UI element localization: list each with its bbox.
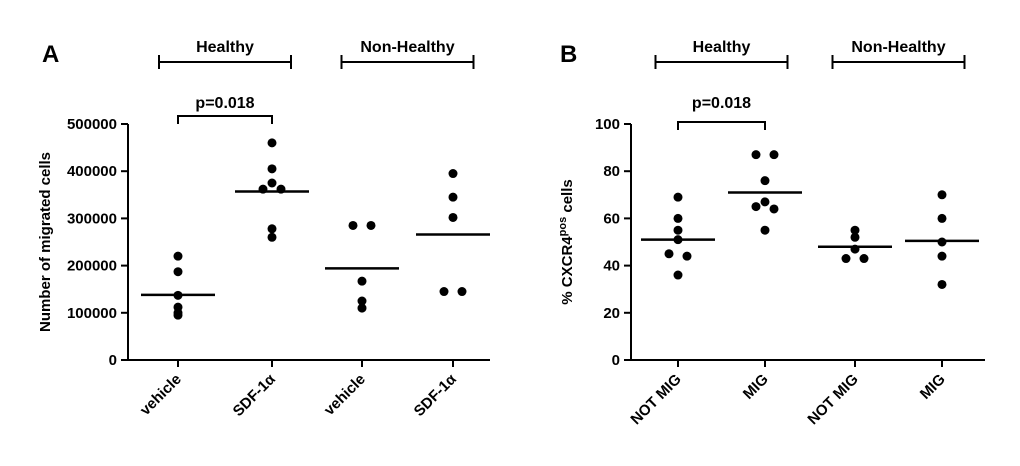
y-tick-label: 200000 xyxy=(67,258,117,275)
data-point xyxy=(267,232,277,242)
x-tick-label: MIG xyxy=(740,371,772,403)
significance-bracket xyxy=(177,115,273,124)
data-point xyxy=(682,251,692,261)
group-label: Non-Healthy xyxy=(851,39,945,56)
data-point xyxy=(850,225,860,235)
data-point xyxy=(173,251,183,261)
panel-A: A 0 100000 200000 300000 400000 500000 Number o… xyxy=(37,39,490,420)
group-label: Healthy xyxy=(693,39,751,56)
data-point xyxy=(348,220,358,230)
p-value-label: p=0.018 xyxy=(195,95,254,112)
y-tick-label: 400000 xyxy=(67,163,117,180)
data-point xyxy=(357,296,367,306)
x-tick-label: MIG xyxy=(917,371,949,403)
panel-letter: B xyxy=(560,41,577,68)
x-tick-label: NOT MIG xyxy=(804,371,861,428)
data-point xyxy=(751,202,761,212)
data-point xyxy=(673,213,683,223)
y-tick-label: 0 xyxy=(612,352,620,369)
data-point xyxy=(937,190,947,200)
y-axis-title: % CXCR4pos cells xyxy=(557,179,576,304)
data-point xyxy=(937,279,947,289)
panel-letter: A xyxy=(42,41,59,68)
group-label: Healthy xyxy=(196,39,254,56)
data-point xyxy=(760,225,770,235)
data-point xyxy=(751,150,761,160)
y-tick-label: 60 xyxy=(603,210,620,227)
y-tick-label: 40 xyxy=(603,258,620,275)
group-bracket xyxy=(158,55,292,69)
x-tick-label: SDF-1α xyxy=(411,370,461,420)
y-axis-title: Number of migrated cells xyxy=(37,152,54,332)
data-point xyxy=(448,192,458,202)
group-bracket xyxy=(831,55,966,69)
p-value-label: p=0.018 xyxy=(692,95,751,112)
data-point xyxy=(439,287,449,297)
data-point xyxy=(760,197,770,207)
data-point xyxy=(673,192,683,202)
data-point xyxy=(769,150,779,160)
data-point xyxy=(173,310,183,320)
data-point xyxy=(664,249,674,259)
y-tick-label: 300000 xyxy=(67,210,117,227)
x-tick-label: vehicle xyxy=(321,371,369,419)
data-point xyxy=(673,270,683,280)
y-tick-label: 20 xyxy=(603,305,620,322)
x-tick-label: NOT MIG xyxy=(627,371,684,428)
panel-B: B 0 20 40 60 80 100 % CXCR4pos cells NOT MIG MIG N… xyxy=(557,39,985,428)
data-point xyxy=(457,287,467,297)
data-point xyxy=(673,225,683,235)
group-label: Non-Healthy xyxy=(360,39,454,56)
data-point xyxy=(760,176,770,186)
data-point xyxy=(448,169,458,179)
data-point xyxy=(267,138,277,148)
data-point xyxy=(173,267,183,277)
data-point xyxy=(769,204,779,214)
data-point xyxy=(366,220,376,230)
data-point xyxy=(937,251,947,261)
x-tick-label: vehicle xyxy=(137,371,185,419)
data-point xyxy=(850,232,860,242)
group-bracket xyxy=(340,55,475,69)
data-point xyxy=(448,212,458,222)
data-point xyxy=(267,164,277,174)
data-point xyxy=(841,254,851,264)
data-point xyxy=(937,213,947,223)
data-point xyxy=(267,224,277,234)
y-tick-label: 100000 xyxy=(67,305,117,322)
y-tick-label: 500000 xyxy=(67,116,117,133)
group-bracket xyxy=(654,55,789,69)
data-point xyxy=(357,303,367,313)
data-point xyxy=(859,254,869,264)
data-point xyxy=(357,276,367,286)
y-tick-label: 100 xyxy=(595,116,620,133)
x-tick-label: SDF-1α xyxy=(230,370,280,420)
y-tick-label: 80 xyxy=(603,163,620,180)
significance-bracket xyxy=(677,121,766,130)
y-tick-label: 0 xyxy=(109,352,117,369)
data-point xyxy=(267,178,277,188)
